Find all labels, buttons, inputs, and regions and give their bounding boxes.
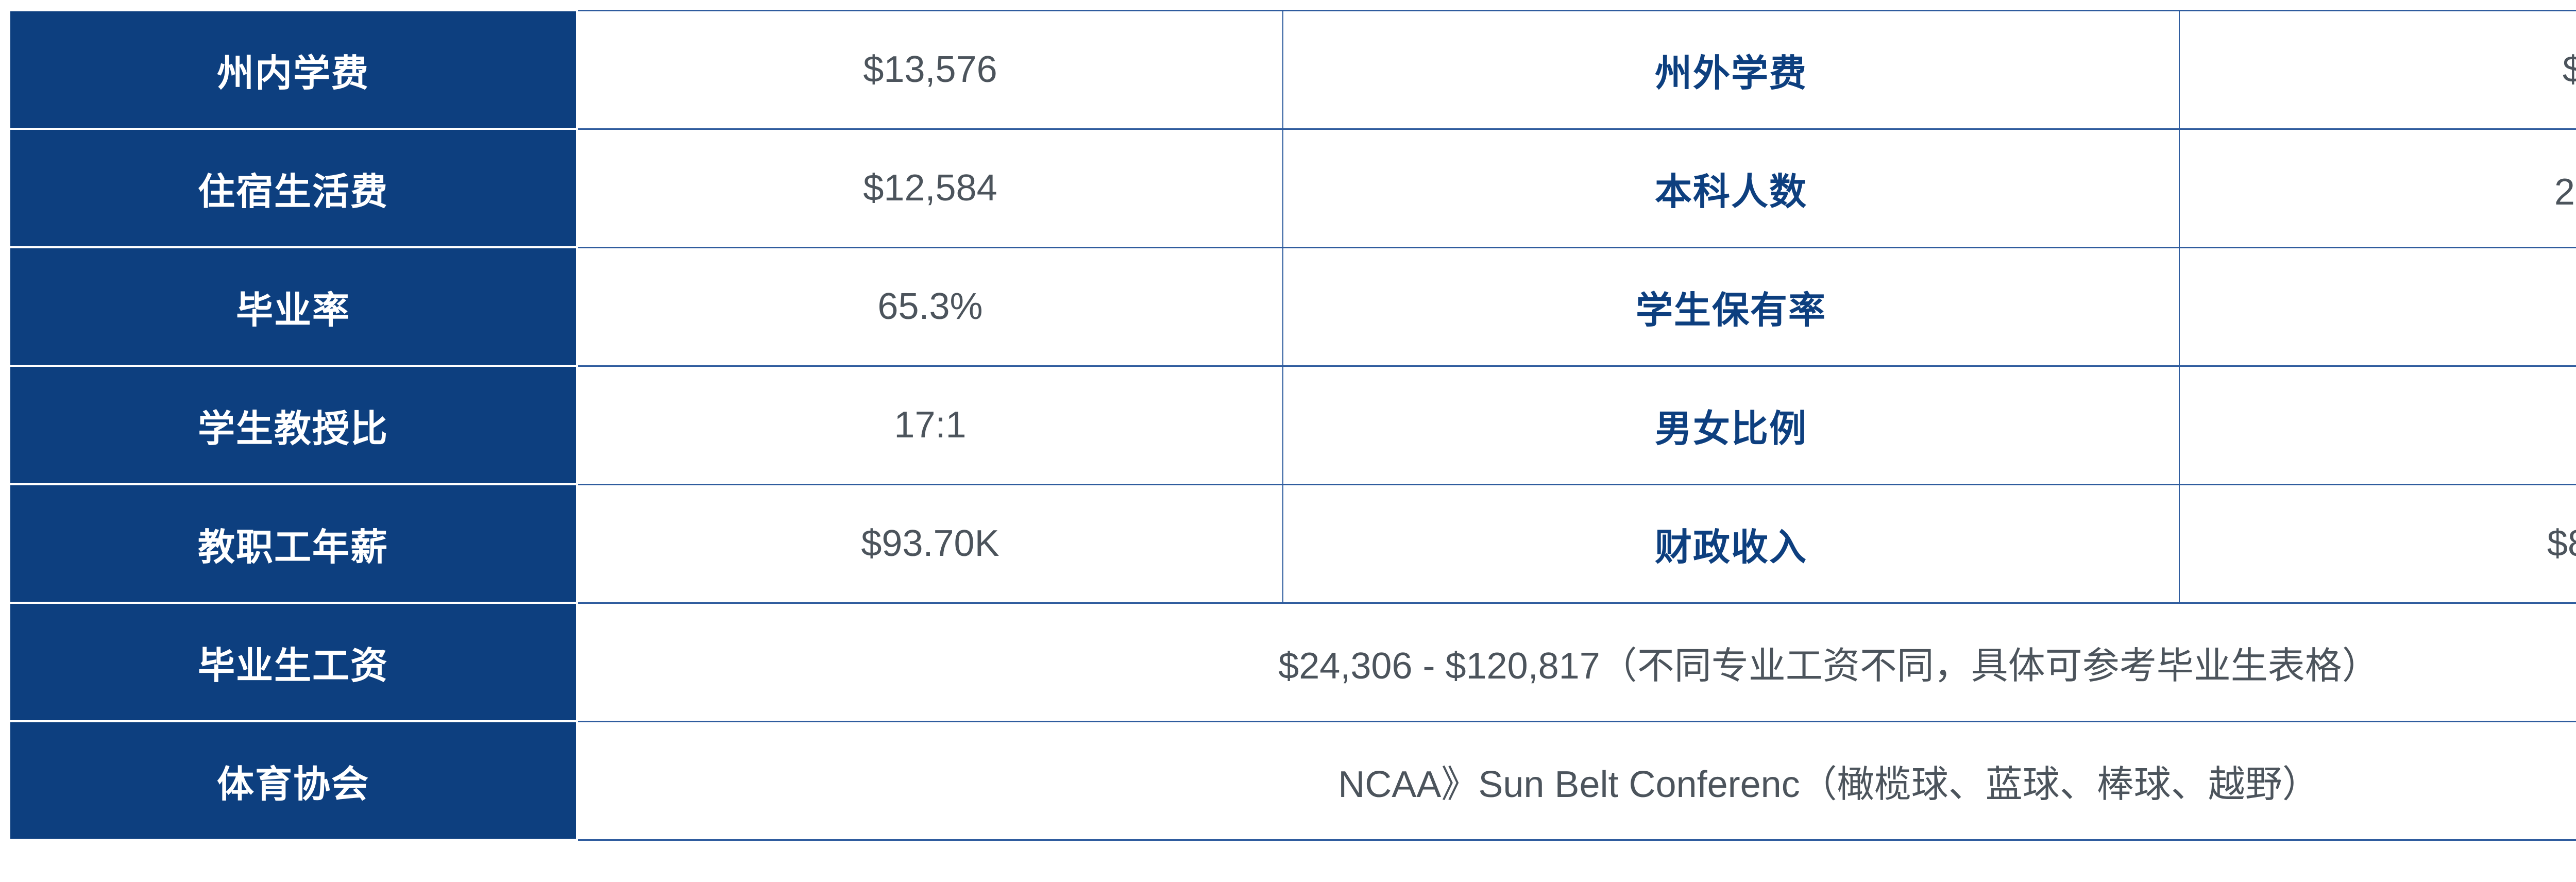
row-value-text-2: 21,006人 <box>2554 171 2576 213</box>
row-label-text: 毕业率 <box>235 290 350 331</box>
row-value-cell-1: $13,576 <box>577 9 1283 130</box>
row-label-text: 毕业生工资 <box>197 645 388 687</box>
row-value-cell-2: 43:57 <box>2179 365 2576 485</box>
row-value-cell-1: $12,584 <box>577 128 1283 248</box>
row-sublabel-text: 本科人数 <box>1654 171 1807 213</box>
row-label-cell: 州内学费 <box>10 9 578 130</box>
university-stats-table: 州内学费 $13,576 州外学费 $30,790 住宿生活费 $12,584 <box>10 9 2576 841</box>
row-merged-value-text: $24,306 - $120,817（不同专业工资不同，具体可参考毕业生表格） <box>1278 645 2379 687</box>
row-label-text: 住宿生活费 <box>197 171 388 213</box>
row-value-text-1: $12,584 <box>863 167 997 209</box>
table-row: 毕业率 65.3% 学生保有率 90.1% <box>10 246 2576 367</box>
row-label-cell: 学生教授比 <box>10 365 578 485</box>
university-stats-table-container: 州内学费 $13,576 州外学费 $30,790 住宿生活费 $12,584 <box>10 9 2576 841</box>
row-label-text: 体育协会 <box>216 764 369 805</box>
row-merged-value-cell: NCAA》Sun Belt Conferenc（橄榄球、蓝球、棒球、越野） <box>577 720 2576 841</box>
row-label-text: 学生教授比 <box>197 408 388 450</box>
table-row: 住宿生活费 $12,584 本科人数 21,006人 <box>10 128 2576 248</box>
table-row: 学生教授比 17:1 男女比例 43:57 <box>10 365 2576 485</box>
row-sublabel-cell: 本科人数 <box>1282 128 2180 248</box>
row-label-cell: 毕业率 <box>10 246 578 367</box>
row-value-cell-1: 65.3% <box>577 246 1283 367</box>
row-label-cell: 毕业生工资 <box>10 602 578 722</box>
row-value-text-1: 65.3% <box>877 286 983 327</box>
row-value-cell-2: $30,790 <box>2179 9 2576 130</box>
row-sublabel-text: 财政收入 <box>1654 527 1807 568</box>
row-label-cell: 体育协会 <box>10 720 578 841</box>
row-value-cell-2: 90.1% <box>2179 246 2576 367</box>
row-value-cell-2: $836.38M <box>2179 483 2576 604</box>
row-value-text-1: $13,576 <box>863 49 997 90</box>
row-label-text: 教职工年薪 <box>197 527 388 568</box>
row-sublabel-cell: 州外学费 <box>1282 9 2180 130</box>
row-value-cell-1: $93.70K <box>577 483 1283 604</box>
row-sublabel-cell: 男女比例 <box>1282 365 2180 485</box>
row-label-cell: 住宿生活费 <box>10 128 578 248</box>
row-value-text-1: 17:1 <box>894 404 967 446</box>
row-merged-value-text: NCAA》Sun Belt Conferenc（橄榄球、蓝球、棒球、越野） <box>1338 764 2319 805</box>
table-row: 毕业生工资 $24,306 - $120,817（不同专业工资不同，具体可参考毕… <box>10 602 2576 722</box>
table-body: 州内学费 $13,576 州外学费 $30,790 住宿生活费 $12,584 <box>10 9 2576 841</box>
table-row: 州内学费 $13,576 州外学费 $30,790 <box>10 9 2576 130</box>
row-value-cell-2: 21,006人 <box>2179 128 2576 248</box>
row-label-text: 州内学费 <box>216 53 369 94</box>
row-value-text-2: $30,790 <box>2562 49 2576 90</box>
table-row: 教职工年薪 $93.70K 财政收入 $836.38M <box>10 483 2576 604</box>
row-value-text-2: $836.38M <box>2547 523 2576 564</box>
row-merged-value-cell: $24,306 - $120,817（不同专业工资不同，具体可参考毕业生表格） <box>577 602 2576 722</box>
row-sublabel-text: 男女比例 <box>1654 408 1807 450</box>
row-sublabel-text: 州外学费 <box>1654 53 1807 94</box>
row-sublabel-cell: 财政收入 <box>1282 483 2180 604</box>
row-label-cell: 教职工年薪 <box>10 483 578 604</box>
row-value-cell-1: 17:1 <box>577 365 1283 485</box>
table-row: 体育协会 NCAA》Sun Belt Conferenc（橄榄球、蓝球、棒球、越… <box>10 720 2576 841</box>
row-sublabel-cell: 学生保有率 <box>1282 246 2180 367</box>
row-sublabel-text: 学生保有率 <box>1635 290 1826 331</box>
row-value-text-1: $93.70K <box>861 523 999 564</box>
